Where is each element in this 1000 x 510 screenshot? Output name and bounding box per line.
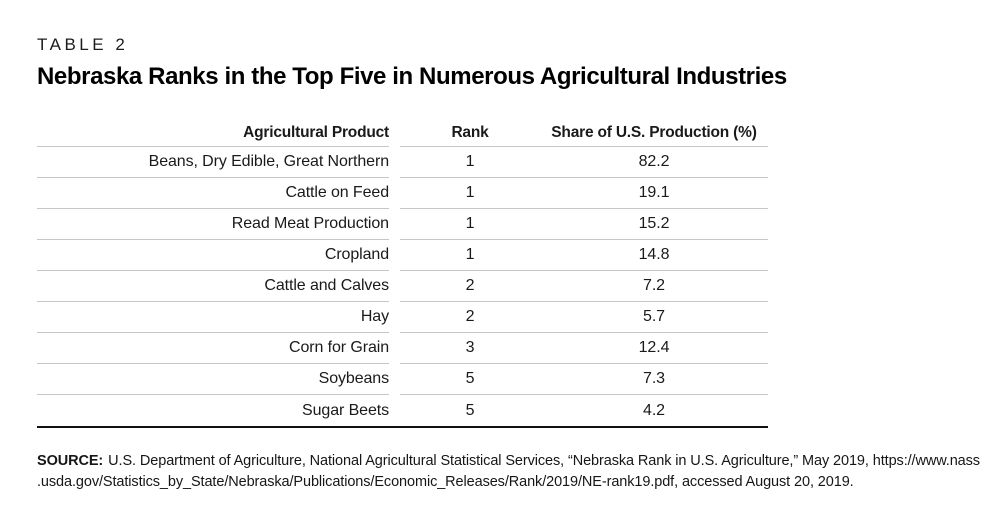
share-cell: 19.1 bbox=[540, 178, 768, 210]
rank-cell: 1 bbox=[400, 147, 540, 179]
table-row: Hay 2 5.7 bbox=[37, 302, 768, 334]
source-note: SOURCE: U.S. Department of Agriculture, N… bbox=[37, 451, 980, 493]
product-cell: Read Meat Production bbox=[37, 209, 389, 241]
table-row: Read Meat Production 1 15.2 bbox=[37, 209, 768, 241]
column-gap bbox=[389, 271, 400, 302]
product-cell: Soybeans bbox=[37, 364, 389, 396]
share-cell: 12.4 bbox=[540, 333, 768, 365]
rank-cell: 5 bbox=[465, 401, 475, 419]
column-gap bbox=[389, 333, 400, 364]
product-cell: Sugar Beets bbox=[302, 401, 389, 419]
column-gap bbox=[389, 178, 400, 209]
share-cell: 14.8 bbox=[540, 240, 768, 272]
rank-cell: 2 bbox=[400, 271, 540, 303]
product-cell: Cropland bbox=[37, 240, 389, 272]
column-gap bbox=[389, 240, 400, 271]
table-row: Soybeans 5 7.3 bbox=[37, 364, 768, 396]
table-title: Nebraska Ranks in the Top Five in Numero… bbox=[37, 63, 787, 90]
product-cell: Cattle on Feed bbox=[37, 178, 389, 210]
table-row: Cattle and Calves 2 7.2 bbox=[37, 271, 768, 303]
column-gap bbox=[389, 364, 400, 395]
rank-cell: 1 bbox=[400, 178, 540, 210]
table-label: TABLE 2 bbox=[37, 35, 129, 54]
table-row: Corn for Grain 3 12.4 bbox=[37, 333, 768, 365]
source-line-2: .usda.gov/Statistics_by_State/Nebraska/P… bbox=[37, 474, 854, 491]
rank-cell: 1 bbox=[400, 240, 540, 272]
rank-cell: 2 bbox=[400, 302, 540, 334]
share-cell: 7.2 bbox=[540, 271, 768, 303]
share-cell: 82.2 bbox=[540, 147, 768, 179]
column-gap bbox=[389, 395, 400, 426]
table-row: Cropland 1 14.8 bbox=[37, 240, 768, 272]
share-cell: 15.2 bbox=[540, 209, 768, 241]
rank-cell: 1 bbox=[400, 209, 540, 241]
product-cell: Hay bbox=[37, 302, 389, 334]
source-line-1: U.S. Department of Agriculture, National… bbox=[108, 453, 980, 470]
rank-cell: 3 bbox=[400, 333, 540, 365]
table-header-row: Agricultural Product Rank Share of U.S. … bbox=[37, 119, 768, 148]
share-cell: 4.2 bbox=[643, 401, 665, 419]
source-label: SOURCE: bbox=[37, 453, 104, 470]
column-gap bbox=[389, 209, 400, 240]
column-gap bbox=[389, 147, 400, 178]
product-cell: Beans, Dry Edible, Great Northern bbox=[37, 147, 389, 179]
product-cell: Cattle and Calves bbox=[37, 271, 389, 303]
column-gap bbox=[389, 119, 400, 147]
share-cell: 5.7 bbox=[540, 302, 768, 334]
data-table: Agricultural Product Rank Share of U.S. … bbox=[37, 119, 768, 429]
share-cell: 7.3 bbox=[540, 364, 768, 396]
product-cell: Corn for Grain bbox=[37, 333, 389, 365]
column-header-product: Agricultural Product bbox=[37, 119, 389, 148]
table-row: Cattle on Feed 1 19.1 bbox=[37, 178, 768, 210]
table-row: Sugar Beets 5 4.2 bbox=[37, 395, 768, 426]
column-header-share: Share of U.S. Production (%) bbox=[540, 119, 768, 148]
table-row: Beans, Dry Edible, Great Northern 1 82.2 bbox=[37, 147, 768, 179]
rank-cell: 5 bbox=[400, 364, 540, 396]
column-header-rank: Rank bbox=[400, 119, 540, 148]
column-gap bbox=[389, 302, 400, 333]
